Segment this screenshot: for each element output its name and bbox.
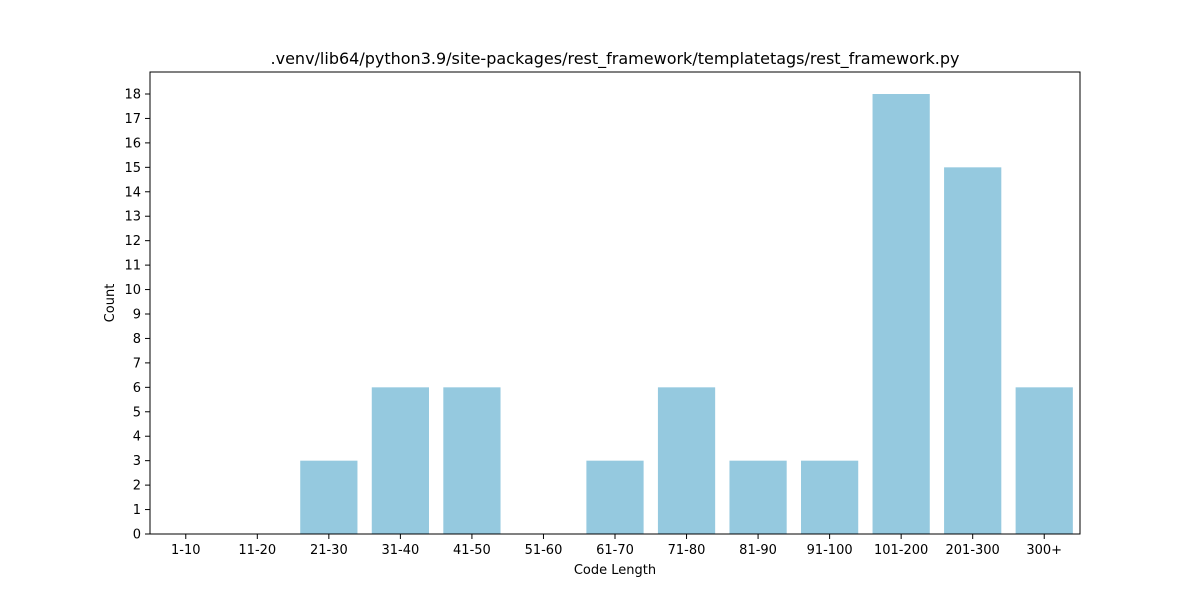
- y-tick-label: 10: [124, 283, 141, 298]
- bar-31-40: [371, 387, 429, 534]
- y-tick-label: 17: [124, 112, 141, 127]
- x-tick-label: 91-100: [807, 543, 853, 558]
- y-tick-label: 11: [124, 259, 141, 274]
- x-tick-label: 61-70: [596, 543, 634, 558]
- bar-91-100: [801, 460, 859, 534]
- bar-21-30: [300, 460, 358, 534]
- y-axis-label: Count: [103, 284, 118, 323]
- bar-61-70: [586, 460, 644, 534]
- bar-101-200: [872, 94, 930, 534]
- bar-300+: [1015, 387, 1073, 534]
- y-tick-label: 3: [133, 454, 141, 469]
- y-tick-label: 8: [133, 332, 141, 347]
- x-tick-label: 11-20: [238, 543, 276, 558]
- y-tick-label: 13: [124, 210, 141, 225]
- x-axis-label: Code Length: [574, 563, 656, 578]
- bar-71-80: [657, 387, 716, 534]
- y-tick-label: 16: [124, 136, 141, 151]
- bar-81-90: [729, 460, 787, 534]
- x-tick-label: 81-90: [739, 543, 777, 558]
- x-tick-label: 300+: [1026, 543, 1062, 558]
- y-tick-label: 0: [133, 528, 141, 543]
- y-tick-label: 6: [133, 381, 141, 396]
- chart-title: .venv/lib64/python3.9/site-packages/rest…: [271, 49, 960, 69]
- x-tick-label: 1-10: [171, 543, 201, 558]
- y-tick-label: 1: [133, 503, 141, 518]
- y-tick-label: 4: [133, 430, 141, 445]
- y-tick-label: 2: [133, 479, 141, 494]
- x-axis: 1-10 11-20 21-30 31-40 41-50 51-60 61-70 71-80 8…: [171, 534, 1062, 558]
- y-tick-label: 5: [133, 405, 141, 420]
- y-tick-label: 18: [124, 88, 141, 103]
- bar-41-50: [443, 387, 501, 534]
- x-tick-label: 21-30: [310, 543, 348, 558]
- y-tick-label: 14: [124, 185, 141, 200]
- bars-group: [300, 94, 1073, 535]
- x-tick-label: 31-40: [381, 543, 419, 558]
- y-tick-label: 15: [124, 161, 141, 176]
- x-tick-label: 41-50: [453, 543, 491, 558]
- x-tick-label: 51-60: [525, 543, 563, 558]
- y-tick-label: 7: [133, 356, 141, 371]
- y-tick-label: 12: [124, 234, 141, 249]
- x-tick-label: 71-80: [668, 543, 706, 558]
- x-tick-label: 201-300: [946, 543, 1000, 558]
- x-tick-label: 101-200: [874, 543, 928, 558]
- y-tick-label: 9: [133, 308, 141, 323]
- bar-201-300: [944, 167, 1002, 535]
